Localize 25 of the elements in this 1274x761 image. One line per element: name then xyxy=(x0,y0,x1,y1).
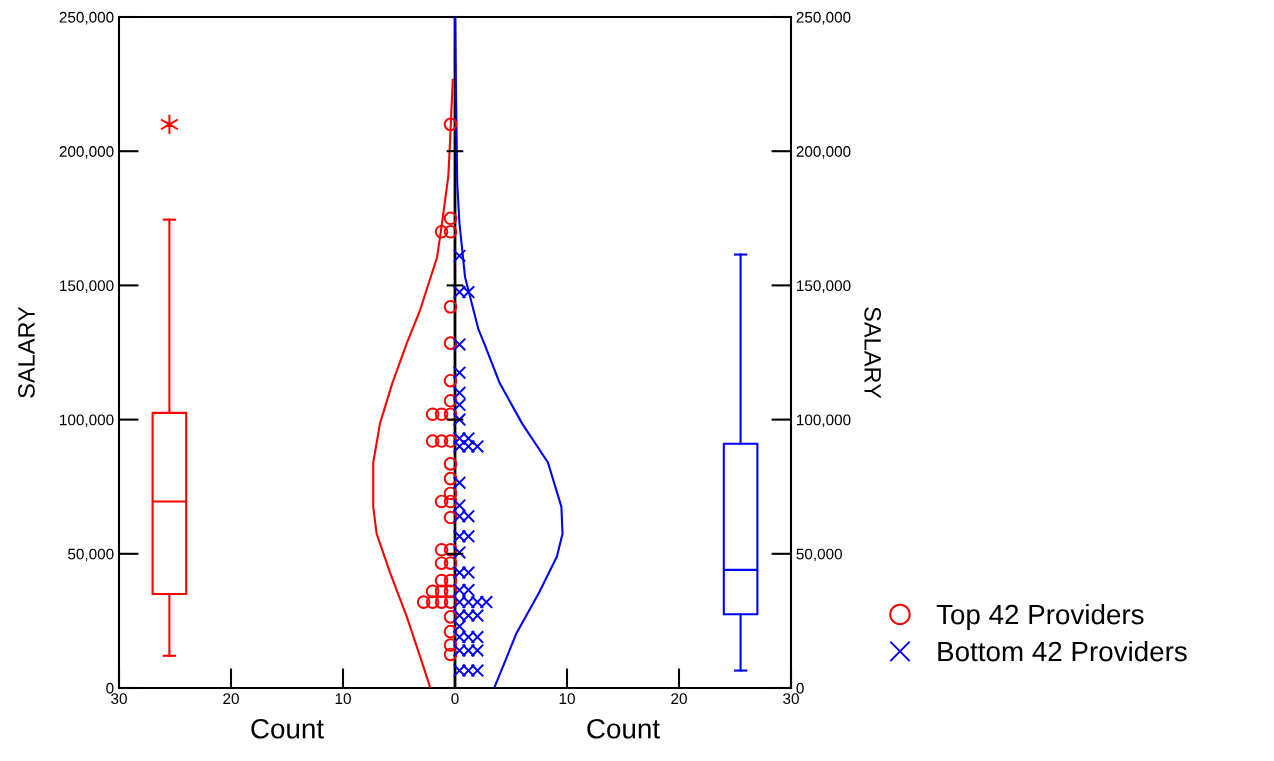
y2-tick-label: 150,000 xyxy=(797,280,851,293)
y-tick-label: 0 xyxy=(106,682,114,694)
x-tick-label: 10 xyxy=(559,693,575,705)
y-tick-label: 100,000 xyxy=(60,414,114,428)
legend-label: Top 42 Providers xyxy=(936,603,1144,630)
y2-tick-label: 200,000 xyxy=(796,146,851,159)
x-tick-label: 0 xyxy=(451,693,459,705)
legend-label: Bottom 42 Providers xyxy=(938,640,1187,662)
y-axis-title: SALARY xyxy=(18,306,35,398)
y-tick-label: 150,000 xyxy=(60,280,114,293)
y2-tick-label: 50,000 xyxy=(796,548,842,562)
y2-tick-label: 100,000 xyxy=(797,414,851,428)
y2-axis-title: SALARY xyxy=(864,307,882,399)
y-tick-label: 200,000 xyxy=(59,146,114,159)
y-tick-label: 250,000 xyxy=(59,11,114,25)
x-tick-label: 30 xyxy=(111,693,127,705)
x-tick-label: 20 xyxy=(223,693,239,705)
text: Count xyxy=(587,718,660,739)
y2-tick-label: 250,000 xyxy=(796,11,851,25)
y2-tick-label: 0 xyxy=(796,682,804,694)
x-tick-label: 30 xyxy=(783,693,799,705)
y-tick-label: 50,000 xyxy=(68,548,114,562)
x-axis-title: Count xyxy=(251,718,324,739)
x-tick-label: 20 xyxy=(671,693,687,705)
x-tick-label: 10 xyxy=(335,693,351,705)
